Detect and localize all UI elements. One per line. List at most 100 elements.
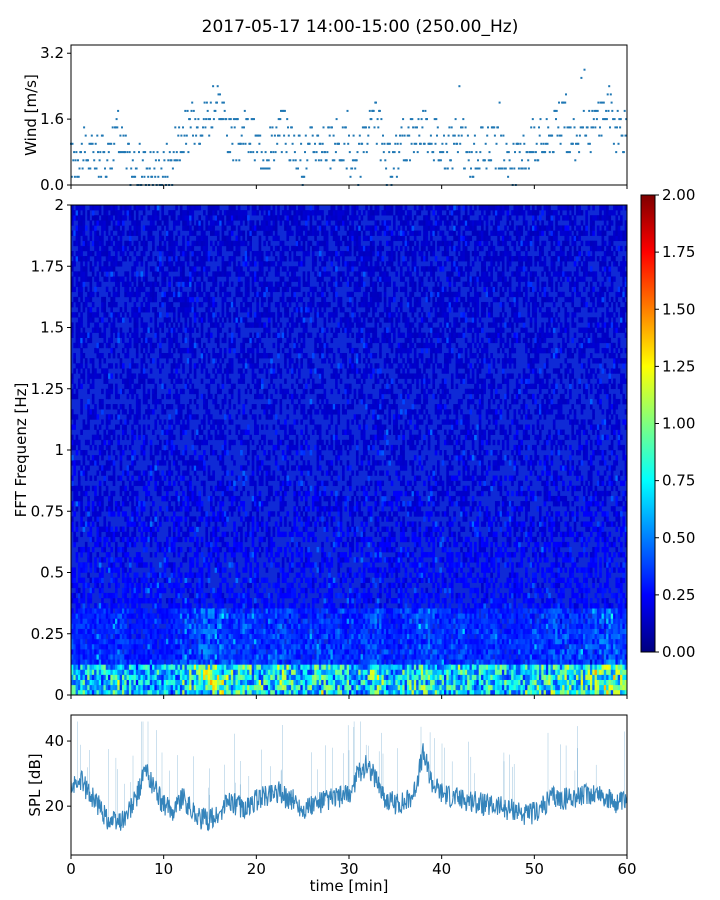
wind-point <box>472 175 475 178</box>
spectrogram-cell <box>110 664 113 670</box>
spectrogram-cell <box>103 546 107 553</box>
spectrogram-cell <box>214 531 218 538</box>
spectrogram-cell <box>210 485 213 492</box>
wind-point <box>332 134 335 137</box>
wind-point <box>599 101 602 104</box>
spectrogram-cell <box>216 235 220 242</box>
spectrogram-cell <box>89 230 93 236</box>
spectrogram-cell <box>233 506 236 512</box>
spectrogram-cell <box>101 684 104 691</box>
spectrogram-cell <box>196 628 199 635</box>
spectrogram-cell <box>168 531 171 538</box>
spectrogram-cell <box>242 643 246 650</box>
spectrogram-cell <box>184 210 188 216</box>
spectrogram-cell <box>124 307 127 313</box>
spectrogram-cell <box>131 521 134 527</box>
spectrogram-cell <box>216 608 220 614</box>
wind-point <box>279 118 282 121</box>
spectrogram-cell <box>142 205 146 211</box>
spectrogram-cell <box>212 490 215 497</box>
spectrogram-cell <box>110 669 113 675</box>
spectrogram-cell <box>226 511 229 517</box>
spectrogram-cell <box>184 577 188 583</box>
spectrogram-cell <box>96 638 100 645</box>
spectrogram-cell <box>242 664 246 670</box>
spectrogram-cell <box>131 271 134 277</box>
spectrogram-cell <box>228 404 232 410</box>
spectrogram-cell <box>163 679 167 686</box>
spectrogram-cell <box>152 664 155 670</box>
spectrogram-cell <box>73 511 76 517</box>
spectrogram-cell <box>207 633 211 640</box>
spectrogram-cell <box>210 506 213 512</box>
spectrogram-cell <box>80 684 83 691</box>
spectrogram-cell <box>117 281 120 287</box>
spectrogram-cell <box>101 465 104 471</box>
wind-point <box>110 142 113 145</box>
spectrogram-cell <box>189 291 192 298</box>
spectrogram-cell <box>191 296 195 303</box>
wind-point <box>412 126 415 129</box>
wind-point <box>487 159 490 162</box>
spectrogram-cell <box>230 643 234 650</box>
spectrogram-cell <box>168 414 171 420</box>
spectrogram-cell <box>235 638 239 645</box>
spectrogram-cell <box>140 475 144 481</box>
spectrogram-cell <box>108 582 111 589</box>
spectrogram-cell <box>214 613 218 619</box>
spectrogram-cell <box>230 281 234 287</box>
spectrogram-cell <box>124 557 127 563</box>
spectrogram-cell <box>172 296 176 303</box>
spectrogram-cell <box>112 613 116 619</box>
spectrogram-cell <box>156 546 160 553</box>
wind-point <box>540 142 543 145</box>
spectrogram-cell <box>110 633 113 640</box>
spectrogram-cell <box>200 501 204 507</box>
wind-point <box>564 101 567 104</box>
spectrogram-cell <box>210 643 213 650</box>
spectrogram-cell <box>214 562 218 568</box>
spectrogram-cell <box>212 592 215 599</box>
spectrogram-cell <box>184 460 188 466</box>
spectrogram-cell <box>140 531 144 538</box>
spectrogram-cell <box>193 495 197 502</box>
spectrogram-cell <box>159 669 162 675</box>
wind-point <box>293 134 296 137</box>
spectrogram-cell <box>168 291 171 298</box>
spectrogram-cell <box>145 643 148 650</box>
spectrogram-cell <box>189 664 192 670</box>
spectrogram-cell <box>235 286 239 293</box>
spectrogram-cell <box>210 638 213 645</box>
wind-point <box>114 126 117 129</box>
spectrogram-cell <box>184 378 188 384</box>
spectrogram-cell <box>159 480 162 487</box>
spectrogram-cell <box>189 368 192 374</box>
spectrogram-cell <box>98 664 102 670</box>
spectrogram-cell <box>200 541 204 548</box>
spectrogram-cell <box>175 643 178 650</box>
spectrogram-cell <box>147 388 151 395</box>
spectrogram-cell <box>128 230 132 236</box>
spectrogram-cell <box>205 266 208 272</box>
spectrogram-cell <box>177 480 181 487</box>
spectrogram-cell <box>94 327 97 333</box>
wind-point <box>209 101 212 104</box>
spectrogram-cell <box>117 628 120 635</box>
wind-point <box>285 151 288 154</box>
spectrogram-cell <box>89 373 93 379</box>
spectrogram-cell <box>196 261 199 267</box>
spectrogram-cell <box>168 598 171 604</box>
spectrogram-cell <box>135 495 139 502</box>
wind-point <box>605 118 608 121</box>
spectrogram-cell <box>84 261 88 267</box>
spectrogram-cell <box>177 649 181 655</box>
spectrogram-cell <box>98 256 102 262</box>
spectrogram-cell <box>200 572 204 578</box>
spectrogram-cell <box>89 674 93 680</box>
spectrogram-cell <box>135 643 139 650</box>
spectrogram-cell <box>161 271 164 277</box>
spectrogram-cell <box>77 444 81 451</box>
spectrogram-cell <box>140 205 144 211</box>
spectrogram-cell <box>117 649 120 655</box>
spectrogram-cell <box>73 592 76 599</box>
